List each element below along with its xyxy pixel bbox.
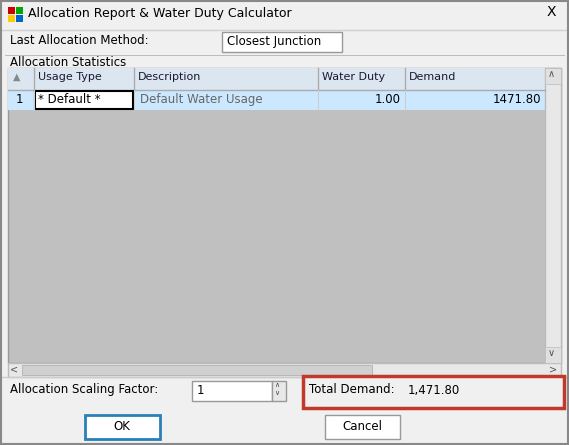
Bar: [272, 381, 286, 401]
Bar: [192, 381, 272, 401]
Bar: [85, 415, 160, 439]
Text: >: >: [549, 364, 557, 374]
Text: 1471.80: 1471.80: [493, 93, 541, 106]
Bar: [403, 381, 556, 401]
Bar: [545, 68, 561, 84]
Text: Default Water Usage: Default Water Usage: [140, 93, 263, 106]
Text: Usage Type: Usage Type: [38, 72, 102, 82]
Bar: [8, 68, 545, 90]
Text: Total Demand:: Total Demand:: [309, 383, 395, 396]
Text: Last Allocation Method:: Last Allocation Method:: [10, 34, 149, 47]
Text: Closest Junction: Closest Junction: [227, 35, 321, 48]
Bar: [325, 415, 400, 439]
Bar: [16, 15, 23, 22]
Text: 1: 1: [197, 384, 204, 397]
Bar: [545, 68, 561, 363]
Bar: [8, 363, 561, 377]
Bar: [8, 68, 561, 363]
Text: ∨: ∨: [274, 390, 279, 396]
Bar: [222, 32, 342, 52]
Text: ∨: ∨: [548, 348, 555, 358]
Bar: [22, 365, 372, 375]
Text: X: X: [547, 5, 556, 19]
Text: <: <: [10, 364, 18, 374]
Text: Water Duty: Water Duty: [322, 72, 385, 82]
Text: Demand: Demand: [409, 72, 456, 82]
Text: Description: Description: [138, 72, 201, 82]
Text: 1: 1: [16, 93, 23, 106]
Text: Allocation Statistics: Allocation Statistics: [10, 56, 126, 69]
Text: Allocation Report & Water Duty Calculator: Allocation Report & Water Duty Calculato…: [28, 7, 292, 20]
Text: ∧: ∧: [274, 382, 279, 388]
Text: * Default *: * Default *: [38, 93, 101, 106]
Bar: [545, 347, 561, 363]
Text: 1,471.80: 1,471.80: [408, 384, 460, 397]
Bar: [8, 90, 545, 110]
Bar: [35, 91, 133, 109]
Bar: [8, 15, 15, 22]
Bar: [8, 7, 15, 14]
Text: Allocation Scaling Factor:: Allocation Scaling Factor:: [10, 383, 158, 396]
Text: Cancel: Cancel: [342, 420, 382, 433]
Bar: [16, 7, 23, 14]
Bar: [303, 376, 564, 408]
Text: 1.00: 1.00: [375, 93, 401, 106]
Bar: [0, 0, 569, 30]
Text: ▲: ▲: [13, 72, 20, 82]
Text: OK: OK: [114, 420, 130, 433]
Text: ∧: ∧: [548, 69, 555, 79]
